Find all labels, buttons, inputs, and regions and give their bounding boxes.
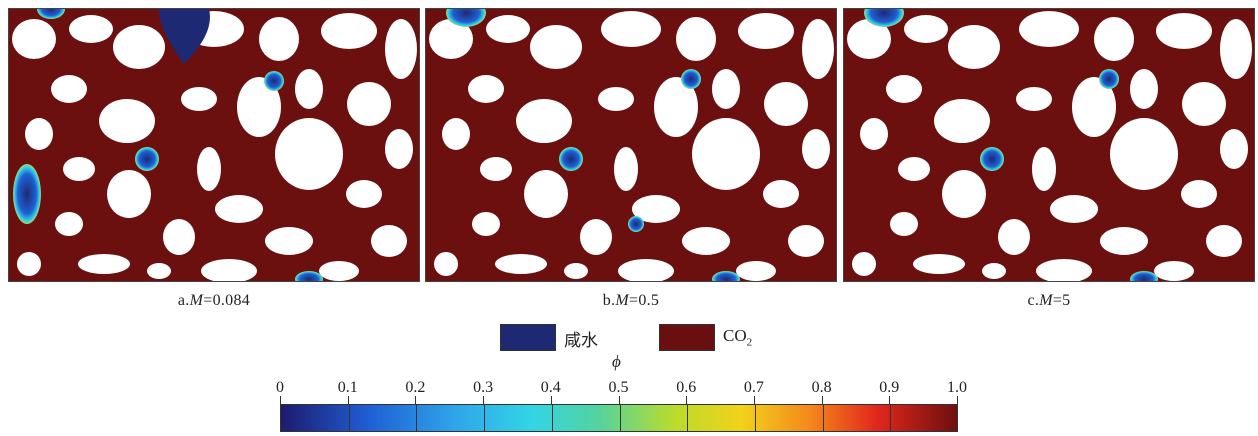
colorbar-tick-mark — [347, 396, 349, 405]
colorbar-tick-mark — [753, 396, 755, 405]
colorbar-inner-tick — [619, 405, 621, 431]
colorbar-inner-tick — [348, 405, 350, 431]
panel-a-figure — [9, 9, 419, 281]
colorbar-tick-mark — [415, 396, 417, 405]
panel-c-porous-media — [843, 8, 1255, 282]
caption-panel-a: a.M=0.084 — [177, 292, 251, 309]
co2-fill — [9, 9, 419, 281]
colorbar-inner-tick — [822, 405, 824, 431]
colorbar-tick-label: 0.6 — [676, 379, 697, 396]
colorbar-tick-label: 0.1 — [337, 379, 358, 396]
panel-b-figure — [426, 9, 836, 281]
colorbar-inner-tick — [416, 405, 418, 431]
colorbar-tick-mark — [280, 396, 281, 405]
brine-regions — [446, 9, 740, 281]
co2-fill — [844, 9, 1254, 281]
colorbar-inner-tick — [484, 405, 486, 431]
legend-label-brine: 咸水 — [564, 331, 598, 350]
colorbar-tick-label: 0.9 — [879, 379, 900, 396]
colorbar-tick-label: 1.0 — [947, 379, 967, 396]
colorbar-inner-tick — [754, 405, 756, 431]
colorbar-tick-mark — [821, 396, 823, 405]
panel-a-porous-media — [8, 8, 420, 282]
colorbar-tick-mark — [686, 396, 688, 405]
colorbar-tick-label: 0.4 — [540, 379, 561, 396]
grains — [847, 11, 1252, 281]
panel-b-porous-media — [425, 8, 837, 282]
colorbar-variable-label: ϕ — [612, 352, 621, 371]
grains — [429, 11, 834, 281]
colorbar-inner-tick — [551, 405, 553, 431]
legend-swatch-brine — [500, 324, 556, 351]
caption-panel-b: b.M=0.5 — [602, 292, 660, 309]
colorbar-tick-label: 0.8 — [811, 379, 832, 396]
colorbar-tick-mark — [889, 396, 891, 405]
colorbar — [280, 404, 958, 432]
colorbar-inner-tick — [687, 405, 689, 431]
colorbar-tick-mark — [483, 396, 485, 405]
colorbar-tick-label: 0 — [276, 379, 284, 396]
colorbar-tick-mark — [550, 396, 552, 405]
colorbar-tick-mark — [618, 396, 620, 405]
legend-swatch-co2 — [659, 324, 715, 351]
panel-c-figure — [844, 9, 1254, 281]
brine-regions — [864, 9, 1158, 281]
legend-label-co2: CO2 — [723, 326, 753, 349]
co2-fill — [426, 9, 836, 281]
grains — [12, 11, 417, 281]
colorbar-tick-mark — [957, 396, 958, 405]
colorbar-inner-tick — [890, 405, 892, 431]
brine-regions — [13, 9, 323, 281]
colorbar-tick-label: 0.3 — [473, 379, 494, 396]
colorbar-tick-label: 0.2 — [405, 379, 426, 396]
colorbar-tick-label: 0.5 — [608, 379, 629, 396]
colorbar-tick-label: 0.7 — [743, 379, 764, 396]
caption-panel-c: c.M=5 — [1027, 292, 1071, 309]
